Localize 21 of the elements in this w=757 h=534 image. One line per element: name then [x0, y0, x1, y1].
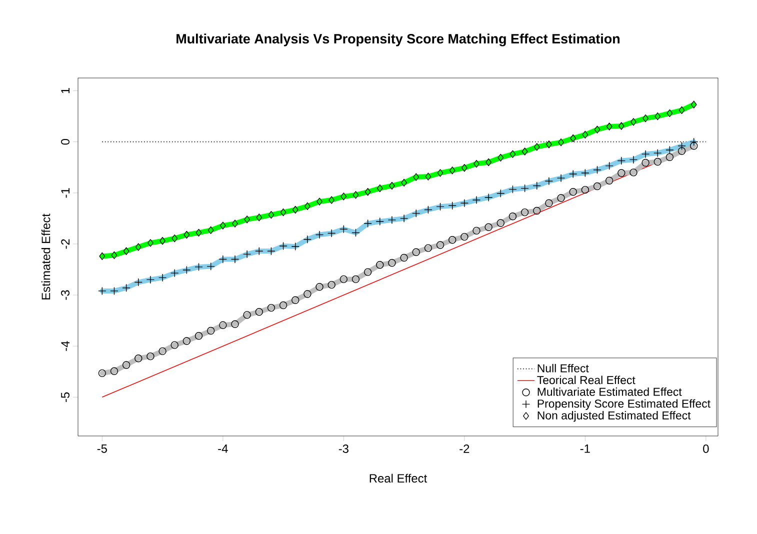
x-tick-label: -3 — [338, 444, 348, 453]
y-tick-label: 0 — [61, 138, 70, 145]
chart-title: Multivariate Analysis Vs Propensity Score Matching Effect Estimation — [176, 34, 620, 46]
y-tick-label: -2 — [61, 239, 70, 249]
legend-label: Multivariate Estimated Effect — [538, 387, 682, 396]
x-tick-label: -1 — [580, 444, 590, 453]
legend-label: Teorical Real Effect — [537, 376, 636, 384]
y-tick-label: -5 — [61, 392, 70, 402]
x-tick-label: 0 — [703, 444, 709, 453]
y-tick-label: -4 — [61, 341, 70, 351]
x-axis-title: Real Effect — [370, 474, 428, 483]
x-tick-label: -2 — [460, 444, 470, 453]
y-tick-label: -1 — [61, 188, 70, 198]
x-tick-label: -5 — [97, 444, 107, 453]
legend-label: Non adjusted Estimated Effect — [538, 411, 691, 422]
x-tick-label: -4 — [218, 444, 228, 453]
legend-label: Propensity Score Estimated Effect — [538, 399, 710, 410]
y-axis-title: Estimated Effect — [41, 214, 50, 300]
y-tick-label: -3 — [61, 290, 70, 300]
y-tick-label: 1 — [61, 88, 70, 94]
legend-label: Null Effect — [538, 364, 589, 372]
